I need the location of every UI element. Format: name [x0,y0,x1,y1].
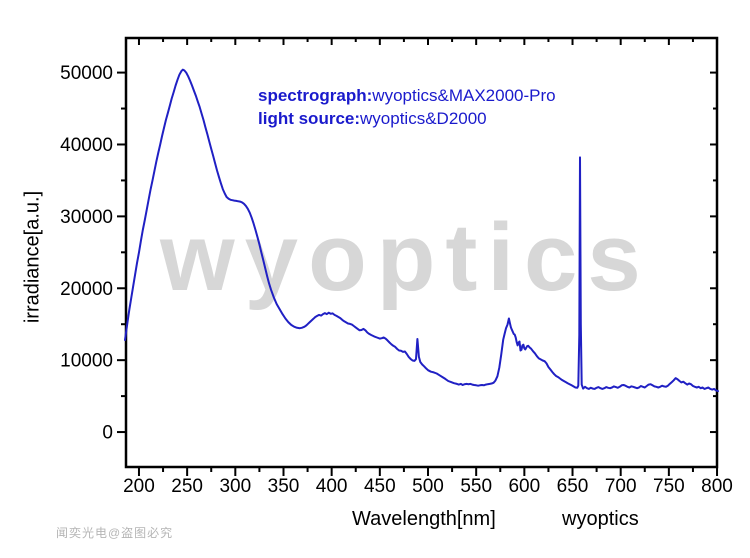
y-tick-label: 10000 [60,351,113,372]
x-tick-label: 800 [701,476,733,497]
spectrum-curve [124,68,719,393]
annotation-value: wyoptics&D2000 [360,109,487,128]
watermark-text: wyoptics [160,204,651,311]
y-tick-label: 0 [102,423,113,444]
annotation-value: wyoptics&MAX2000-Pro [372,86,556,105]
x-tick-label: 600 [508,476,540,497]
x-tick-label: 700 [605,476,637,497]
x-tick-label: 250 [171,476,203,497]
y-tick-label: 20000 [60,279,113,300]
x-tick-label: 350 [268,476,300,497]
axis-tick-labels: 200 250 300 350 400 450 500 550 600 650 700 750 800 0… [60,63,733,497]
annotation-line-light-source: light source:wyoptics&D2000 [258,107,556,130]
x-tick-label: 300 [219,476,251,497]
x-axis-brand-label: wyoptics [562,508,639,530]
axis-ticks [117,37,719,476]
x-tick-label: 400 [316,476,348,497]
x-tick-label: 500 [412,476,444,497]
x-tick-label: 450 [364,476,396,497]
annotation-label: spectrograph: [258,86,373,105]
y-tick-label: 50000 [60,63,113,84]
annotation-line-spectrograph: spectrograph:wyoptics&MAX2000-Pro [258,84,556,107]
spectrum-line [124,68,719,393]
x-axis-title: Wavelength[nm] [352,508,496,530]
y-tick-label: 40000 [60,135,113,156]
x-tick-label: 200 [123,476,155,497]
y-tick-label: 30000 [60,207,113,228]
x-tick-label: 750 [653,476,685,497]
y-axis-title: irradiance[a.u.] [21,190,44,324]
x-tick-label: 650 [557,476,589,497]
watermark-footer-note: 闻奕光电@盗图必究 [56,526,174,540]
annotation-label: light source: [258,109,361,128]
chart-annotation: spectrograph:wyoptics&MAX2000-Pro light … [258,84,556,130]
x-tick-label: 550 [460,476,492,497]
